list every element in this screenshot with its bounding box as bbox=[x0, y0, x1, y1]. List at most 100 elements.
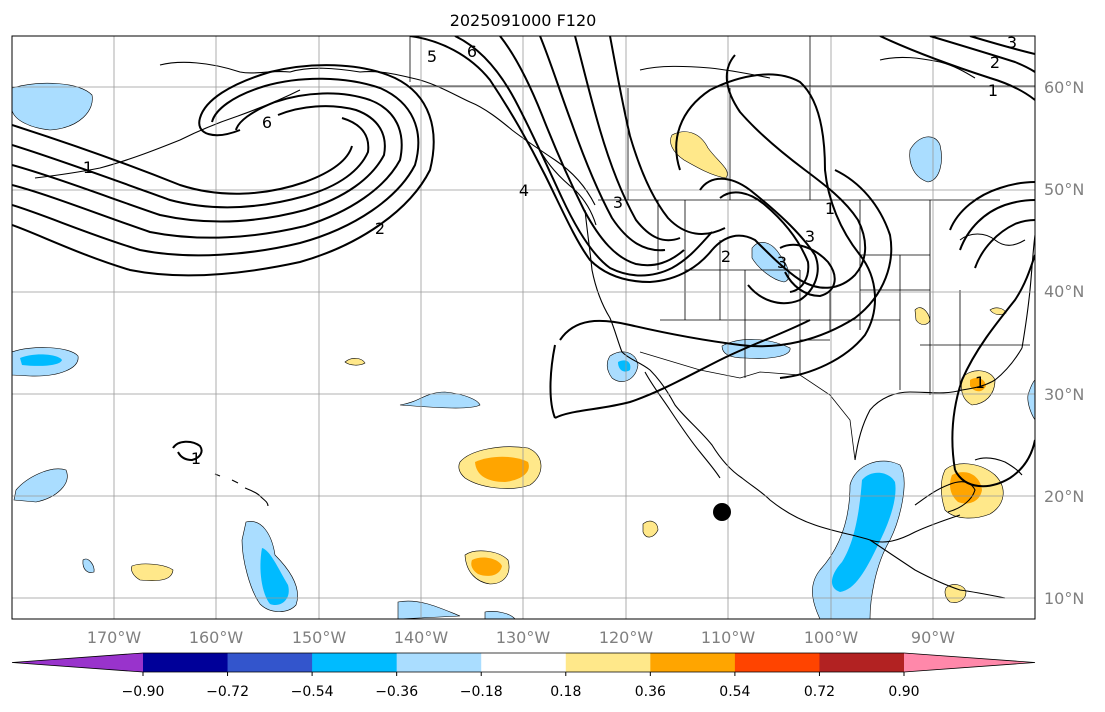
lon-label: 100°W bbox=[804, 628, 859, 647]
contour-label: 3 bbox=[613, 193, 623, 212]
chart-title: 2025091000 F120 bbox=[450, 11, 597, 30]
contour-line-5 bbox=[12, 117, 370, 209]
colorbar-extend-low bbox=[12, 653, 143, 672]
contour-label: 3 bbox=[1007, 33, 1017, 52]
contour-label: 3 bbox=[777, 253, 787, 272]
contour-line-12 bbox=[609, 36, 726, 235]
contour-line-17 bbox=[559, 169, 893, 348]
positive-area-south-2 bbox=[131, 563, 174, 581]
contour-line-19 bbox=[549, 344, 556, 419]
contour-lines bbox=[12, 36, 1035, 488]
contour-label: 1 bbox=[975, 373, 985, 392]
negative-area-baja-core bbox=[618, 360, 631, 372]
colorbar-tick-label: −0.18 bbox=[460, 684, 503, 700]
positive-area-small-1 bbox=[344, 358, 366, 366]
colorbar-extend-high bbox=[904, 653, 1035, 672]
colorbar-ticks: −0.90 −0.72 −0.54 −0.36 −0.18 0.18 0.36 0.54 0.7… bbox=[122, 672, 920, 700]
coastlines bbox=[34, 56, 1035, 599]
colorbar-segment bbox=[227, 653, 313, 672]
contour-line-2 bbox=[12, 77, 420, 257]
colorbar-tick-label: 0.18 bbox=[550, 684, 581, 700]
contour-label: 1 bbox=[191, 449, 201, 468]
colorbar-tick-label: −0.72 bbox=[206, 684, 249, 700]
contour-line-24 bbox=[974, 219, 1035, 269]
negative-area-hawaii-south-core bbox=[260, 548, 289, 606]
contour-line-4 bbox=[12, 105, 386, 223]
colorbar-tick-label: −0.36 bbox=[375, 684, 418, 700]
longitude-labels: 170°W 160°W 150°W 140°W 130°W 120°W 110°… bbox=[87, 628, 955, 647]
map-frame bbox=[11, 35, 1036, 620]
colorbar-segment bbox=[565, 653, 651, 672]
lat-label: 40°N bbox=[1044, 282, 1084, 301]
contour-line-23 bbox=[959, 199, 1035, 251]
colorbar-segment bbox=[396, 653, 482, 672]
contour-line-3 bbox=[12, 92, 403, 239]
lon-label: 160°W bbox=[189, 628, 244, 647]
contour-line-1 bbox=[12, 64, 435, 277]
map-panel: 6 5 6 4 3 2 1 3 3 2 1 2 3 1 1 1 bbox=[11, 33, 1084, 647]
positive-area-central-core bbox=[475, 456, 529, 482]
lon-label: 130°W bbox=[496, 628, 551, 647]
great-lakes bbox=[959, 233, 1026, 246]
lon-label: 90°W bbox=[911, 628, 955, 647]
contour-line-10 bbox=[539, 36, 666, 252]
contour-line-6 bbox=[12, 124, 353, 195]
contour-label: 4 bbox=[519, 181, 529, 200]
positive-area-south-3 bbox=[642, 520, 659, 538]
colorbar-segment bbox=[481, 653, 567, 672]
gulf-coast bbox=[854, 347, 1023, 461]
contour-line-9 bbox=[499, 36, 685, 267]
positive-area-ohio bbox=[989, 307, 1007, 315]
positive-area-caribbean bbox=[944, 584, 967, 603]
colorbar-segment bbox=[143, 653, 229, 672]
negative-area-w3 bbox=[82, 558, 95, 573]
shaded-fields bbox=[12, 82, 1035, 619]
contour-line-20 bbox=[951, 254, 1035, 471]
colorbar-segment bbox=[734, 653, 820, 672]
contour-label: 6 bbox=[467, 42, 477, 61]
contour-label: 3 bbox=[805, 227, 815, 246]
negative-area-w1-core bbox=[20, 354, 62, 366]
contour-line-27 bbox=[969, 36, 1035, 55]
contour-label: 2 bbox=[721, 247, 731, 266]
colorbar-tick-label: 0.54 bbox=[719, 684, 750, 700]
contour-line-15 bbox=[779, 243, 836, 298]
hudson-bay bbox=[879, 56, 976, 79]
contour-line-28 bbox=[172, 440, 203, 462]
contour-line-16 bbox=[675, 73, 876, 379]
arctic-coast bbox=[639, 65, 771, 79]
lon-label: 170°W bbox=[87, 628, 142, 647]
colorbar-segment bbox=[650, 653, 736, 672]
contour-line-25 bbox=[879, 36, 1035, 101]
contour-line-8 bbox=[454, 36, 713, 277]
contour-line-21 bbox=[954, 439, 1035, 488]
contour-line-14 bbox=[719, 191, 810, 293]
contour-line-26 bbox=[929, 36, 1035, 73]
lat-label: 50°N bbox=[1044, 180, 1084, 199]
colorbar-tick-label: 0.72 bbox=[804, 684, 835, 700]
lon-label: 110°W bbox=[701, 628, 756, 647]
lat-label: 20°N bbox=[1044, 487, 1084, 506]
negative-area-gulf-core bbox=[831, 472, 896, 592]
east-coast bbox=[1021, 234, 1035, 349]
contour-line-22 bbox=[949, 181, 1035, 231]
colorbar-tick-label: 0.36 bbox=[635, 684, 666, 700]
lat-label: 30°N bbox=[1044, 385, 1084, 404]
positive-area-south-1-core bbox=[471, 557, 502, 576]
us-mexico-border bbox=[639, 351, 856, 461]
latitude-labels: 60°N 50°N 40°N 30°N 20°N 10°N bbox=[1044, 78, 1084, 608]
colorbar-segment bbox=[819, 653, 905, 672]
central-america bbox=[869, 539, 1006, 599]
negative-area-mid bbox=[399, 391, 481, 409]
negative-area-south bbox=[397, 600, 461, 619]
contour-line-11 bbox=[574, 36, 681, 242]
state-borders-central bbox=[859, 200, 1030, 395]
negative-area-canada bbox=[909, 136, 942, 183]
colorbar-tick-label: −0.90 bbox=[122, 684, 165, 700]
contour-line-13 bbox=[699, 177, 819, 305]
lat-label: 10°N bbox=[1044, 589, 1084, 608]
contour-label: 2 bbox=[375, 219, 385, 238]
lon-label: 140°W bbox=[394, 628, 449, 647]
colorbar-tick-label: 0.90 bbox=[888, 684, 919, 700]
